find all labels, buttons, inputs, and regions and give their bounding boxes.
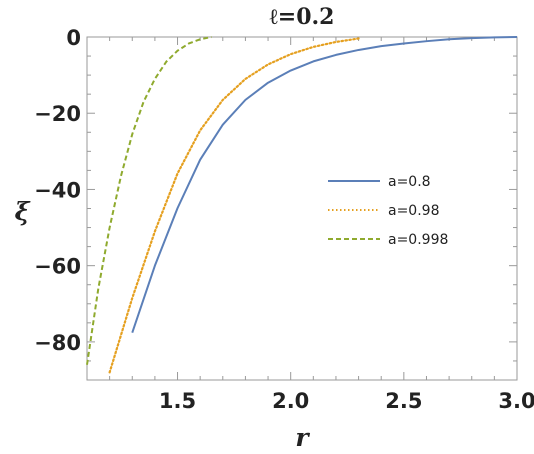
- series-line-a-0-98: [108, 37, 360, 374]
- legend-label-a-0-998: a=0.998: [388, 232, 448, 248]
- x-tick-label: 2.5: [385, 389, 422, 413]
- legend: a=0.8 a=0.98 a=0.998: [328, 174, 448, 248]
- legend-label-a-0-8: a=0.8: [388, 174, 431, 190]
- plot-frame: [86, 36, 518, 381]
- y-tick-label: −60: [34, 255, 81, 279]
- y-tick-label: −20: [34, 102, 81, 126]
- x-tick-label: 3.0: [498, 389, 534, 413]
- series-line-a-0-998: [86, 36, 212, 365]
- legend-label-a-0-98: a=0.98: [388, 203, 439, 219]
- y-axis-title: ξ: [15, 197, 31, 226]
- y-tick-label: −40: [34, 178, 81, 202]
- series-line-a-0-8: [131, 36, 518, 334]
- y-tick-label: −80: [34, 331, 81, 355]
- chart-title: ℓ=0.2: [270, 4, 335, 30]
- x-tick-label: 1.5: [159, 389, 196, 413]
- tick-marks: [86, 36, 518, 381]
- y-tick-label: 0: [66, 26, 81, 50]
- tick-labels: 1.5 2.0 2.5 3.0 0 −20 −40 −60 −80: [34, 26, 534, 413]
- x-axis-title: r: [295, 423, 310, 452]
- series-layer: [86, 36, 518, 374]
- x-tick-label: 2.0: [272, 389, 309, 413]
